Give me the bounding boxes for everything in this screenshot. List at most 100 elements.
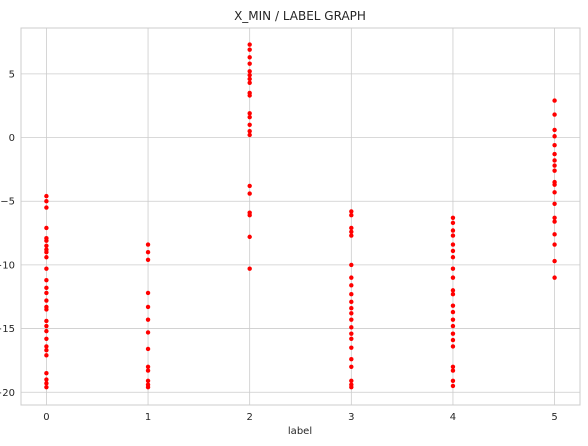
data-point bbox=[44, 298, 49, 303]
data-point bbox=[450, 323, 456, 329]
x-tick-label: 5 bbox=[551, 412, 557, 423]
data-point bbox=[247, 69, 252, 74]
data-point bbox=[44, 344, 49, 349]
data-point bbox=[552, 275, 557, 280]
data-point bbox=[349, 364, 354, 369]
data-point bbox=[44, 323, 49, 329]
data-point bbox=[349, 311, 354, 316]
data-point bbox=[247, 55, 252, 60]
tick-labels: 0 1 2 3 4 5 5 0 −5 −10 −15 −20 bbox=[0, 69, 558, 423]
x-tick-label: 3 bbox=[348, 412, 354, 423]
data-point bbox=[552, 190, 557, 195]
data-point bbox=[349, 233, 354, 238]
y-tick-label: −10 bbox=[0, 260, 15, 271]
data-point bbox=[44, 199, 49, 204]
y-tick-label: −20 bbox=[0, 388, 15, 399]
data-point bbox=[247, 93, 252, 98]
data-point bbox=[450, 255, 456, 260]
data-point bbox=[450, 368, 456, 373]
data-point bbox=[349, 325, 354, 330]
data-point bbox=[247, 42, 252, 47]
data-point bbox=[44, 205, 49, 210]
data-point bbox=[247, 47, 252, 52]
data-point bbox=[552, 168, 557, 173]
data-point bbox=[44, 318, 49, 324]
data-point bbox=[247, 213, 252, 218]
grid-lines bbox=[21, 28, 580, 405]
data-point bbox=[145, 249, 151, 255]
data-point bbox=[552, 134, 557, 139]
data-point bbox=[552, 242, 557, 247]
data-point bbox=[349, 317, 354, 322]
data-point bbox=[44, 277, 49, 283]
data-point bbox=[247, 132, 252, 138]
data-point bbox=[44, 381, 49, 386]
data-point bbox=[552, 127, 557, 133]
data-point bbox=[145, 290, 151, 296]
data-points bbox=[44, 42, 557, 390]
data-point bbox=[450, 248, 456, 254]
data-point bbox=[44, 370, 49, 376]
data-point bbox=[44, 285, 49, 291]
data-point bbox=[44, 307, 49, 312]
data-point bbox=[349, 283, 354, 288]
data-point bbox=[247, 128, 252, 134]
data-point bbox=[552, 163, 557, 168]
chart-title: X_MIN / LABEL GRAPH bbox=[234, 9, 366, 23]
data-point bbox=[349, 291, 354, 297]
data-point bbox=[145, 330, 151, 335]
data-point bbox=[145, 364, 151, 369]
data-point bbox=[349, 378, 354, 384]
data-point bbox=[349, 209, 354, 214]
data-point bbox=[450, 233, 456, 238]
data-point bbox=[450, 383, 456, 389]
data-point bbox=[450, 220, 456, 226]
data-point bbox=[44, 255, 49, 260]
data-point bbox=[44, 353, 49, 358]
data-point bbox=[450, 242, 456, 247]
data-point bbox=[145, 346, 151, 352]
data-point bbox=[247, 191, 252, 196]
data-point bbox=[247, 76, 252, 82]
data-point bbox=[552, 219, 557, 224]
data-point bbox=[450, 288, 456, 293]
data-point bbox=[247, 72, 252, 78]
data-point bbox=[552, 182, 557, 187]
data-point bbox=[450, 275, 456, 280]
data-point bbox=[349, 275, 354, 280]
data-point bbox=[450, 291, 456, 297]
data-point bbox=[450, 344, 456, 349]
data-point bbox=[247, 80, 252, 85]
data-point bbox=[552, 215, 557, 220]
data-point bbox=[44, 290, 49, 296]
data-point bbox=[44, 225, 49, 231]
data-point bbox=[450, 378, 456, 384]
data-point bbox=[44, 328, 49, 334]
data-point bbox=[450, 309, 456, 315]
data-point bbox=[44, 193, 49, 199]
data-point bbox=[247, 266, 252, 271]
data-point bbox=[450, 364, 456, 369]
data-point bbox=[450, 331, 456, 336]
data-point bbox=[552, 201, 557, 206]
data-point bbox=[552, 142, 557, 148]
data-point bbox=[247, 183, 252, 189]
x-tick-label: 1 bbox=[145, 412, 151, 423]
data-point bbox=[450, 228, 456, 233]
data-point bbox=[552, 112, 557, 117]
data-point bbox=[349, 306, 354, 311]
data-point bbox=[145, 378, 151, 384]
data-point bbox=[552, 158, 557, 163]
data-point bbox=[450, 215, 456, 220]
data-point bbox=[247, 111, 252, 116]
data-point bbox=[349, 356, 354, 362]
data-point bbox=[247, 122, 252, 127]
data-point bbox=[349, 213, 354, 218]
data-point bbox=[145, 368, 151, 373]
data-point bbox=[44, 266, 49, 271]
data-point bbox=[247, 61, 252, 66]
data-point bbox=[349, 336, 354, 341]
x-tick-label: 2 bbox=[246, 412, 252, 423]
data-point bbox=[44, 348, 49, 353]
